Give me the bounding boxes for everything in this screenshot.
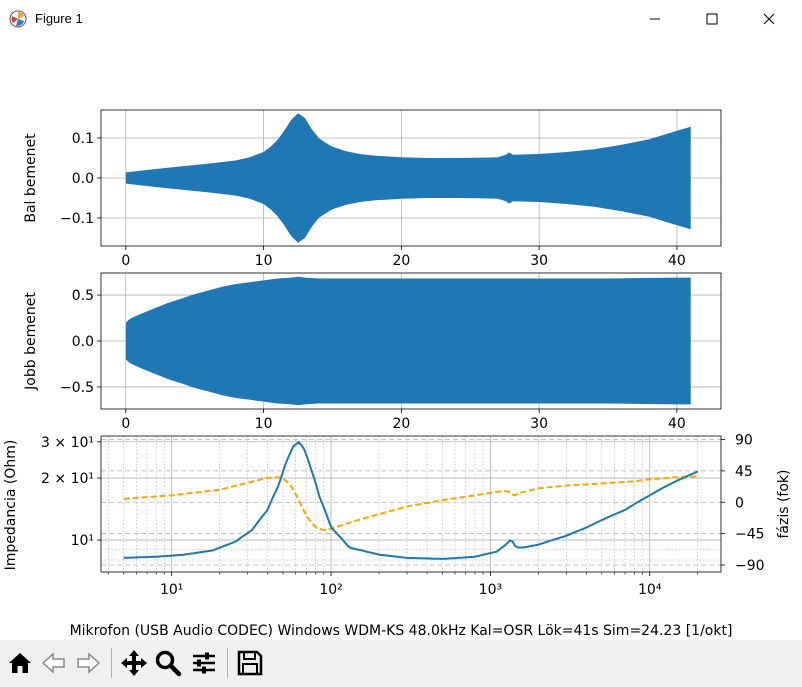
y-tick-label: 0.0: [72, 171, 94, 187]
forward-icon: [77, 652, 101, 674]
home-button[interactable]: [3, 646, 37, 680]
signal-envelope: [125, 113, 691, 243]
x-tick-label: 10¹: [160, 582, 183, 598]
y-tick-label: 3 × 10¹: [41, 435, 94, 451]
maximize-icon: [706, 13, 718, 25]
y2-tick-label: 90: [735, 432, 753, 448]
configure-subplots-button[interactable]: [187, 646, 221, 680]
x-tick-label: 40: [668, 253, 686, 269]
matplotlib-icon: [9, 10, 27, 28]
plot-area: [101, 436, 721, 572]
x-tick-label: 10²: [319, 582, 342, 598]
close-button[interactable]: [741, 0, 797, 38]
window-title: Figure 1: [35, 11, 83, 26]
x-tick-label: 30: [530, 416, 548, 432]
figure-canvas[interactable]: 0 10 20 30 40 0.1 0.0 −0.1 Bal bemenet 0 10 20 30 40 0…: [0, 0, 802, 640]
signal-envelope: [125, 276, 691, 406]
y2-tick-label: −45: [735, 527, 765, 543]
figure-caption: Mikrofon (USB Audio CODEC) Windows WDM-K…: [70, 623, 733, 639]
y-tick-label: 0.1: [72, 131, 94, 147]
home-icon: [9, 653, 31, 673]
pan-button[interactable]: [117, 646, 151, 680]
y2-tick-label: −90: [735, 558, 765, 574]
x-tick-label: 10⁴: [638, 582, 662, 598]
impedance-line: [123, 440, 699, 560]
y-axis-label: Impedancia (Ohm): [3, 440, 19, 571]
x-tick-label: 20: [392, 416, 410, 432]
x-tick-label: 40: [668, 416, 686, 432]
maximize-button[interactable]: [684, 0, 740, 38]
close-icon: [763, 13, 775, 25]
x-tick-label: 0: [121, 416, 130, 432]
forward-button[interactable]: [71, 646, 105, 680]
x-tick-label: 0: [121, 253, 130, 269]
toolbar-separator: [111, 648, 112, 678]
x-tick-label: 10³: [479, 582, 502, 598]
y2-axis-label: fázis (fok): [776, 469, 792, 538]
y-tick-label: 0.0: [72, 334, 94, 350]
x-tick-label: 10: [255, 416, 273, 432]
y2-tick-label: 45: [735, 464, 753, 480]
minimize-icon: [650, 18, 660, 20]
y2-tick-label: 0: [735, 495, 744, 511]
x-tick-label: 30: [530, 253, 548, 269]
y-tick-label: −0.1: [60, 211, 94, 227]
minimize-button[interactable]: [627, 0, 683, 38]
y-axis-label: Bal bemenet: [23, 133, 39, 223]
phase-line: [123, 475, 698, 532]
y-tick-label: −0.5: [60, 380, 94, 396]
y-axis-label: Jobb bemenet: [23, 292, 39, 391]
back-button[interactable]: [37, 646, 71, 680]
save-button[interactable]: [233, 646, 267, 680]
configure-subplots-icon: [193, 652, 215, 674]
x-tick-label: 20: [392, 253, 410, 269]
pan-icon: [121, 650, 147, 676]
toolbar-separator: [227, 648, 228, 678]
navigation-toolbar: [0, 640, 802, 687]
zoom-button[interactable]: [151, 646, 185, 680]
y-tick-label: 10¹: [71, 533, 94, 549]
save-icon: [237, 650, 263, 676]
zoom-icon: [155, 650, 182, 677]
x-tick-label: 10: [255, 253, 273, 269]
y-tick-label: 0.5: [72, 288, 94, 304]
title-bar: Figure 1: [0, 0, 802, 38]
back-icon: [41, 652, 65, 674]
axes-frame: [100, 435, 722, 573]
y-tick-label: 2 × 10¹: [41, 471, 94, 487]
